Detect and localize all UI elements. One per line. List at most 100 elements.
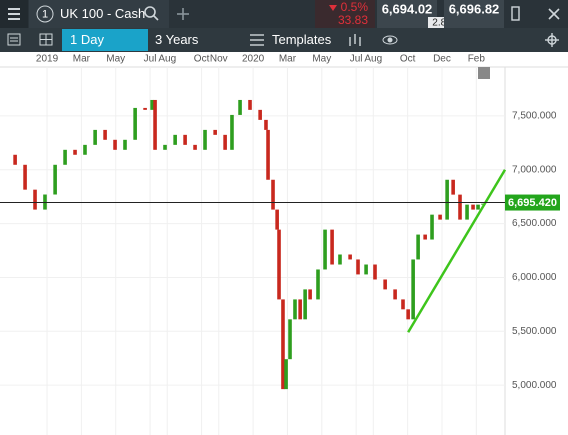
candle: [356, 259, 360, 275]
chart: 2019 Mar May Jul Aug Oct Nov 2020 Mar May Jul Aug Oc…: [0, 54, 568, 435]
y-tick-label: 5,000.000: [512, 380, 557, 391]
x-tick-label: 2019: [36, 54, 59, 65]
spread-box: [428, 17, 456, 28]
candle: [103, 129, 107, 140]
indicators-icon[interactable]: [349, 34, 361, 46]
candle: [73, 149, 77, 155]
candle: [213, 129, 217, 135]
candle: [258, 109, 262, 120]
candle: [113, 139, 117, 150]
change: 33.83: [338, 13, 368, 27]
instrument-number: 1: [42, 8, 48, 20]
spread: 2.80: [432, 18, 452, 29]
candle: [63, 149, 67, 165]
y-tick-label: 6,500.000: [512, 218, 557, 229]
candle: [476, 204, 480, 210]
x-tick-label: Nov: [210, 54, 228, 65]
candle: [230, 114, 234, 150]
candle: [173, 134, 177, 145]
candle: [298, 299, 302, 320]
templates[interactable]: Templates: [272, 32, 332, 47]
candle: [238, 99, 242, 115]
candle: [451, 179, 455, 195]
down-arrow: [329, 5, 337, 11]
candle: [93, 129, 97, 145]
trend-line: [407, 169, 507, 333]
candle: [471, 204, 475, 210]
candle: [303, 289, 307, 320]
candle: [248, 99, 252, 110]
change-pct: 0.5%: [341, 0, 369, 14]
candle: [133, 107, 137, 140]
candle: [364, 264, 368, 275]
candle: [348, 254, 352, 260]
x-tick-label: Oct: [194, 54, 210, 65]
candle: [284, 359, 288, 390]
x-tick-label: Aug: [364, 54, 382, 65]
candle: [153, 99, 157, 150]
y-tick-label: 7,000.000: [512, 164, 557, 175]
candle: [393, 289, 397, 300]
buy-button[interactable]: [444, 0, 504, 28]
candle: [465, 204, 469, 220]
x-tick-label: Feb: [468, 54, 486, 65]
buy-price: 6,696.82: [449, 1, 500, 16]
instrument-name: UK 100 - Cash: [60, 6, 145, 21]
sell-button[interactable]: [377, 0, 437, 28]
templates-icon: [250, 34, 264, 46]
event-marker[interactable]: [478, 67, 490, 79]
candle: [23, 164, 27, 190]
candle: [281, 299, 285, 390]
y-tick-label: 5,500.000: [512, 326, 557, 337]
candle: [33, 189, 37, 210]
candle: [271, 179, 275, 210]
candle: [13, 154, 17, 165]
last-price-label: 6,695.420: [508, 197, 557, 209]
interval: 1 Day: [70, 32, 104, 47]
candle: [123, 139, 127, 150]
candle: [293, 299, 297, 320]
x-tick-label: Mar: [279, 54, 297, 65]
y-tick-label: 6,000.000: [512, 272, 557, 283]
candle: [458, 194, 462, 220]
candle: [266, 129, 270, 180]
candle: [150, 99, 154, 110]
x-tick-label: Aug: [158, 54, 176, 65]
x-tick-label: Jul: [144, 54, 157, 65]
layout-icon[interactable]: [39, 33, 53, 46]
candle: [401, 299, 405, 310]
candle: [406, 309, 410, 320]
menu-icon: [8, 8, 20, 20]
interval-button[interactable]: [62, 29, 148, 51]
y-tick-label: 7,500.000: [512, 111, 557, 122]
add-tab-icon[interactable]: [177, 8, 189, 20]
candle: [330, 229, 334, 265]
x-tick-label: Dec: [433, 54, 451, 65]
search-icon[interactable]: [144, 6, 159, 21]
settings-icon[interactable]: [545, 33, 559, 47]
close-icon[interactable]: [548, 8, 560, 20]
candle: [481, 203, 485, 205]
candle: [338, 254, 342, 265]
candle: [53, 164, 57, 195]
candle: [83, 144, 87, 155]
number-badge: [36, 5, 54, 23]
view-icon[interactable]: [382, 35, 398, 45]
candle: [416, 234, 420, 260]
candle: [223, 134, 227, 150]
candle: [373, 264, 377, 280]
candle: [163, 144, 167, 150]
candle: [183, 134, 187, 145]
window-icon[interactable]: [511, 6, 520, 21]
list-icon[interactable]: [7, 33, 21, 46]
last-price-box: [505, 194, 560, 211]
range[interactable]: 3 Years: [155, 32, 199, 47]
x-tick-label: Oct: [400, 54, 416, 65]
x-tick-label: 2020: [242, 54, 265, 65]
candle: [423, 234, 427, 240]
candle: [277, 229, 281, 300]
candle: [193, 144, 197, 150]
candle: [308, 289, 312, 300]
